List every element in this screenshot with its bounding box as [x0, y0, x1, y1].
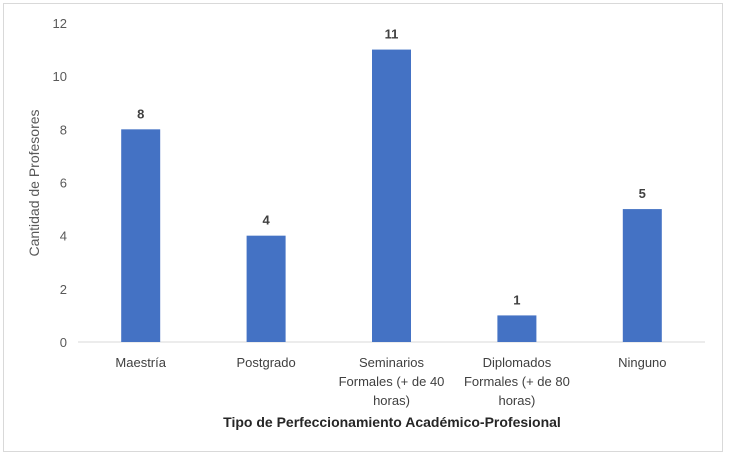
y-tick-label: 4	[60, 229, 67, 244]
x-axis-title: Tipo de Perfeccionamiento Académico-Prof…	[223, 414, 561, 430]
y-axis-title: Cantidad de Profesores	[26, 109, 42, 256]
y-tick-label: 12	[53, 16, 67, 31]
category-label-line: Ninguno	[618, 355, 666, 370]
y-tick-label: 10	[53, 69, 67, 84]
data-label: 4	[262, 213, 270, 228]
bar	[497, 315, 537, 342]
category-label: Postgrado	[236, 355, 295, 370]
y-tick-label: 8	[60, 122, 67, 137]
category-label: Ninguno	[618, 355, 666, 370]
bar	[622, 209, 662, 342]
y-tick-label: 6	[60, 176, 67, 191]
bar	[121, 129, 161, 342]
data-label: 8	[137, 106, 144, 121]
category-label-line: Formales (+ de 40	[339, 374, 445, 389]
y-tick-label: 0	[60, 335, 67, 350]
category-label: Diplomados Formales (+ de 80 horas)	[464, 355, 570, 408]
category-label: Seminarios Formales (+ de 40 horas)	[339, 355, 445, 408]
data-label: 11	[385, 27, 399, 42]
category-label-line: Diplomados	[483, 355, 552, 370]
category-label-line: Formales (+ de 80	[464, 374, 570, 389]
bar	[372, 49, 411, 342]
data-label: 5	[639, 186, 646, 201]
category-label-line: horas)	[373, 393, 410, 408]
category-label: Maestría	[115, 355, 166, 370]
y-tick-label: 2	[60, 282, 67, 297]
category-label-line: Postgrado	[236, 355, 295, 370]
bar	[246, 235, 286, 342]
data-label: 1	[513, 292, 520, 307]
category-label-line: Seminarios	[359, 355, 425, 370]
category-label-line: Maestría	[115, 355, 166, 370]
category-label-line: horas)	[498, 393, 535, 408]
